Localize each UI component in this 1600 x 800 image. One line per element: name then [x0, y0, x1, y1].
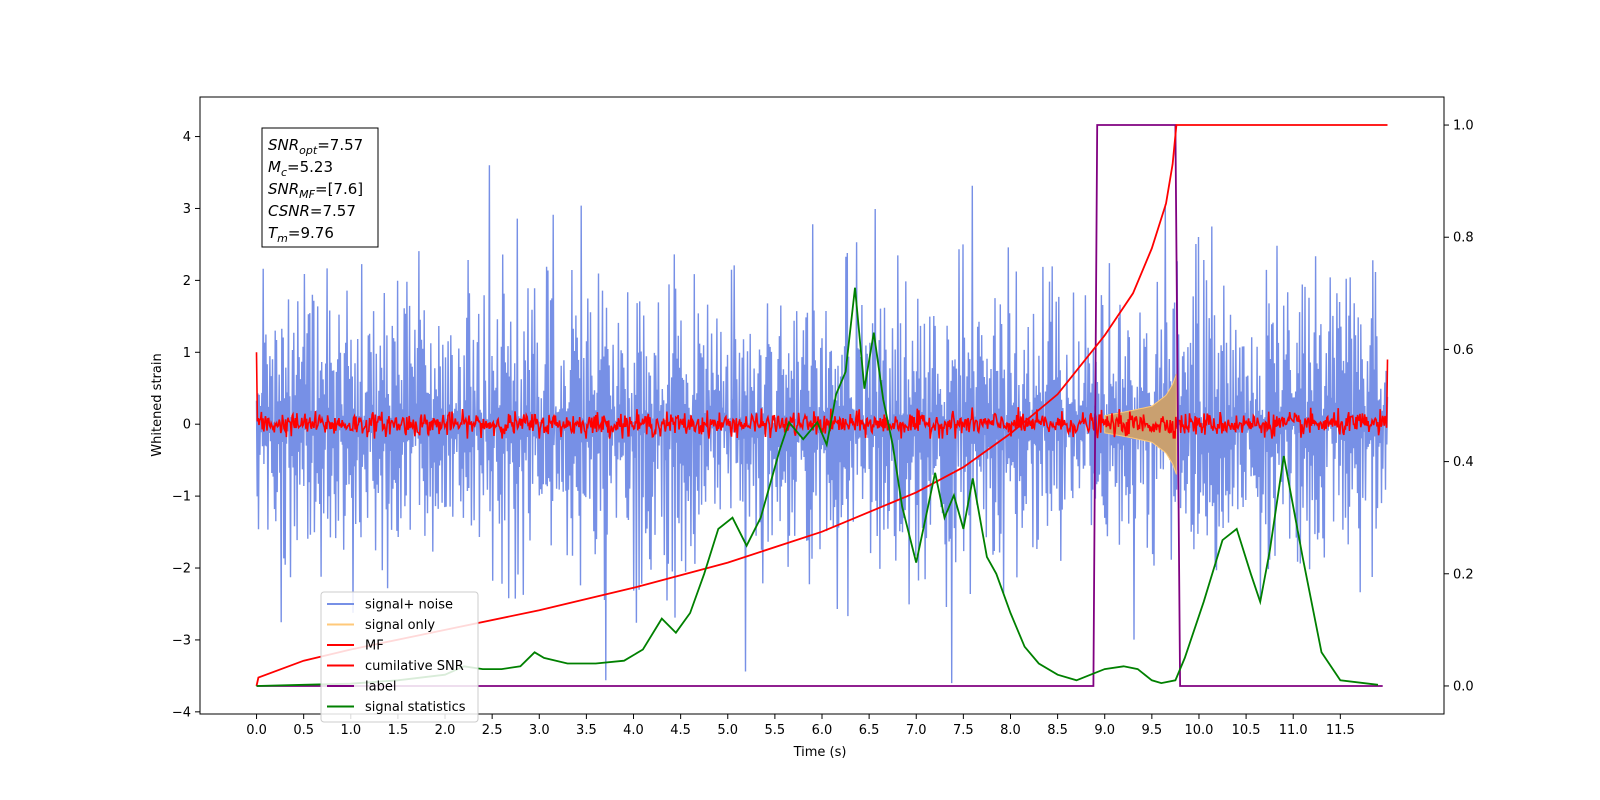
x-tick-label: 11.0	[1279, 723, 1308, 738]
label-line	[256, 124, 1383, 687]
y-tick-label: 4	[183, 130, 191, 145]
info-box-row: Mc=5.23	[268, 158, 333, 179]
x-tick-label: 2.0	[435, 723, 456, 738]
x-tick-label: 7.5	[953, 723, 974, 738]
x-tick-label: 8.0	[1000, 723, 1021, 738]
x-tick-label: 6.0	[812, 723, 833, 738]
y2-tick-label: 0.0	[1453, 679, 1474, 694]
x-tick-label: 11.5	[1326, 723, 1355, 738]
x-tick-label: 3.5	[576, 723, 597, 738]
x-tick-label: 1.0	[340, 723, 361, 738]
info-box-row: CSNR=7.57	[268, 202, 356, 220]
x-tick-label: 6.5	[859, 723, 880, 738]
y-axis-ticks: 4 3 2 1 0 −1 −2 −3 −4	[172, 130, 200, 720]
x-tick-label: 3.0	[529, 723, 550, 738]
x-axis-title: Time (s)	[793, 745, 847, 760]
info-box-row: SNRMF=[7.6]	[268, 180, 363, 201]
legend-label: MF	[365, 639, 384, 654]
y-tick-label: −4	[172, 705, 191, 720]
y2-tick-label: 0.2	[1453, 567, 1474, 582]
info-box-row: SNRopt=7.57	[268, 136, 363, 157]
x-tick-label: 4.5	[670, 723, 691, 738]
mf-series	[255, 352, 1389, 439]
y-tick-label: 0	[183, 418, 191, 433]
x-tick-label: 10.0	[1184, 723, 1213, 738]
x-tick-label: 7.0	[906, 723, 927, 738]
y2-tick-label: 1.0	[1453, 119, 1474, 134]
x-tick-label: 9.0	[1094, 723, 1115, 738]
legend-label: signal+ noise	[365, 598, 453, 613]
y-tick-label: −3	[172, 633, 191, 648]
legend: signal+ noise signal only MF cumilative SNR…	[320, 591, 479, 723]
signal-statistics-line	[256, 287, 1379, 687]
x-tick-label: 4.0	[623, 723, 644, 738]
x-tick-label: 2.5	[482, 723, 503, 738]
legend-label: signal only	[365, 618, 435, 633]
x-tick-label: 8.5	[1047, 723, 1068, 738]
legend-frame	[320, 591, 479, 723]
y-tick-label: −2	[172, 562, 191, 577]
y2-tick-label: 0.4	[1453, 455, 1474, 470]
x-tick-label: 0.0	[246, 723, 267, 738]
x-tick-label: 5.5	[765, 723, 786, 738]
y2-tick-label: 0.6	[1453, 343, 1474, 358]
x-tick-label: 1.5	[388, 723, 409, 738]
y-tick-label: 1	[183, 346, 191, 361]
y-tick-label: −1	[172, 490, 191, 505]
x-tick-label: 5.0	[717, 723, 738, 738]
y-tick-label: 3	[183, 202, 191, 217]
y2-tick-label: 0.8	[1453, 231, 1474, 246]
y-axis-title: Whitened strain	[150, 353, 165, 456]
mf-line	[255, 352, 1389, 439]
x-tick-label: 0.5	[293, 723, 314, 738]
x-axis-ticks: 0.0 0.5 1.0 1.5 2.0 2.5 3.0 3.5 4.0 4.5 5.0 5.5 6.0 6…	[246, 714, 1355, 738]
info-box-frame	[261, 127, 379, 248]
legend-label: cumilative SNR	[365, 659, 464, 674]
x-tick-label: 10.5	[1232, 723, 1261, 738]
y-tick-label: 2	[183, 274, 191, 289]
y2-axis-ticks: 1.0 0.8 0.6 0.4 0.2 0.0	[1444, 119, 1474, 694]
x-tick-label: 9.5	[1142, 723, 1163, 738]
legend-label: label	[365, 680, 396, 695]
legend-label: signal statistics	[365, 700, 466, 715]
info-box-row: Tm=9.76	[268, 224, 334, 245]
